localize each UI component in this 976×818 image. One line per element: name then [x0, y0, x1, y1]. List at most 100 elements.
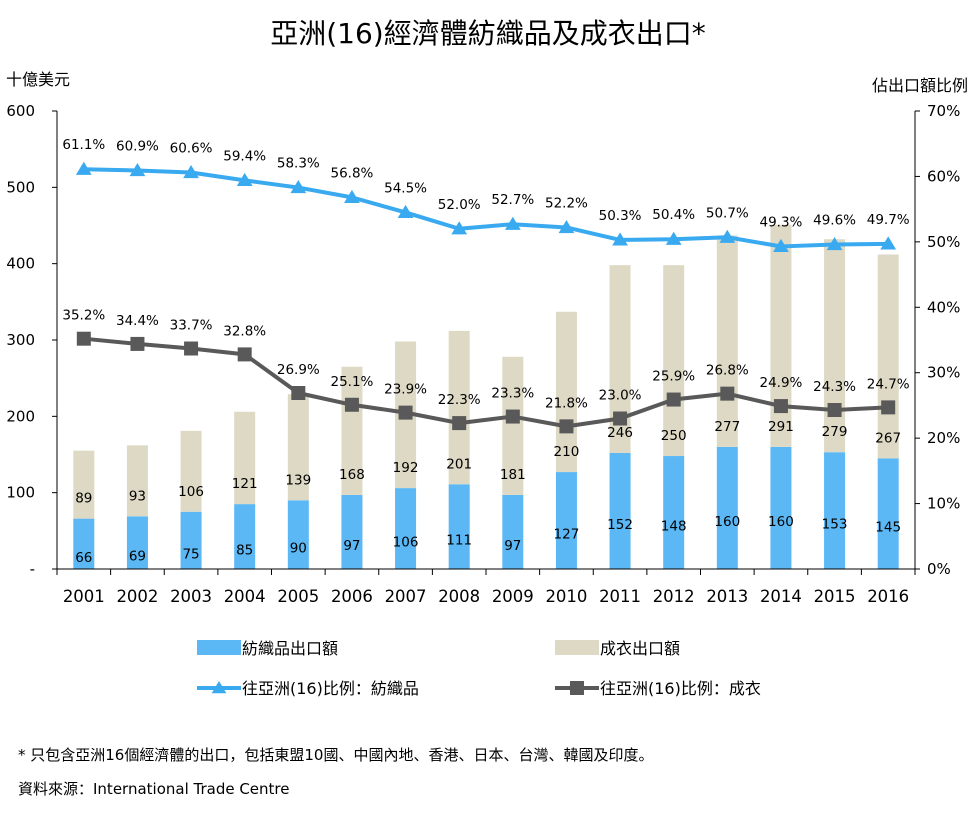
label-garment-share: 26.8%: [706, 363, 749, 379]
x-tick-label: 2016: [867, 587, 909, 606]
marker-textile-2004: [236, 172, 253, 186]
label-textile-value: 145: [875, 520, 901, 536]
marker-garment-2001: [76, 331, 91, 346]
label-textile-value: 66: [75, 550, 92, 566]
marker-garment-2004: [237, 347, 252, 362]
marker-textile-2015: [826, 236, 843, 251]
marker-garment-2002: [130, 336, 145, 351]
label-textile-value: 111: [446, 533, 472, 549]
right-tick-label: 60%: [927, 167, 960, 185]
left-tick-label: -: [30, 560, 35, 578]
label-garment-value: 250: [661, 428, 687, 444]
label-garment-value: 246: [607, 425, 633, 441]
chart-title: 亞洲(16)經濟體紡織品及成衣出口*: [270, 17, 706, 50]
label-garment-share: 25.1%: [330, 374, 373, 390]
footnote: * 只包含亞洲16個經濟體的出口，包括東盟10國、中國內地、香港、日本、台灣、韓…: [18, 746, 654, 764]
label-textile-share: 60.9%: [116, 139, 159, 155]
left-axis-unit: 十億美元: [6, 70, 71, 89]
x-tick-label: 2007: [385, 587, 427, 606]
bar-textile-2013: [716, 446, 738, 569]
label-textile-value: 153: [822, 517, 848, 533]
bar-garment-2013: [716, 235, 738, 447]
marker-garment-2014: [773, 399, 788, 414]
label-textile-share: 50.3%: [599, 208, 642, 224]
bar-textile-2009: [502, 494, 524, 569]
marker-garment-2007: [398, 405, 413, 420]
marker-garment-2008: [452, 416, 467, 431]
line-garment-share: [83, 336, 889, 429]
label-garment-value: 121: [232, 476, 258, 492]
bar-textile-2008: [448, 484, 470, 569]
bar-garment-2001: [73, 450, 95, 519]
left-tick-label: 200: [6, 407, 35, 425]
label-textile-value: 75: [182, 546, 199, 562]
label-garment-share: 24.7%: [867, 376, 910, 392]
label-garment-value: 89: [75, 491, 92, 507]
label-textile-share: 50.4%: [652, 207, 695, 223]
legend-triangle-marker: [211, 681, 227, 694]
marker-textile-2011: [612, 232, 628, 246]
source-note: 資料來源：International Trade Centre: [18, 780, 290, 798]
label-garment-share: 33.7%: [170, 318, 213, 334]
label-textile-value: 152: [607, 517, 633, 533]
bar-garment-2004: [234, 411, 256, 505]
bar-textile-2011: [609, 452, 631, 569]
left-tick-label: 600: [6, 102, 35, 120]
bar-garment-2011: [609, 265, 631, 453]
bar-garment-2009: [502, 356, 524, 495]
left-tick-label: 100: [6, 484, 35, 502]
label-textile-value: 85: [236, 543, 253, 559]
label-textile-value: 160: [768, 514, 794, 530]
bar-garment-2012: [663, 265, 685, 457]
label-textile-value: 127: [554, 527, 580, 543]
marker-textile-2007: [397, 204, 414, 219]
line-layer: [75, 161, 897, 434]
label-garment-value: 168: [339, 467, 365, 483]
bar-layer: [73, 224, 899, 569]
label-garment-value: 93: [129, 488, 146, 504]
bar-garment-2002: [126, 445, 148, 517]
label-textile-value: 160: [714, 514, 740, 530]
label-garment-share: 26.9%: [277, 362, 320, 378]
label-garment-share: 25.9%: [652, 369, 695, 385]
marker-textile-2009: [504, 216, 521, 230]
bar-textile-2001: [73, 518, 95, 569]
right-axis-unit: 佔出口額比例: [871, 76, 968, 95]
bar-textile-2015: [824, 452, 846, 569]
label-textile-share: 61.1%: [62, 137, 105, 153]
bar-textile-2002: [126, 516, 148, 569]
label-garment-share: 21.8%: [545, 395, 588, 411]
marker-garment-2010: [559, 419, 574, 434]
label-garment-share: 35.2%: [62, 308, 105, 324]
legend-label: 往亞洲(16)比例：成衣: [600, 679, 761, 698]
label-textile-value: 69: [129, 549, 146, 565]
right-tick-label: 0%: [927, 560, 951, 578]
marker-textile-2016: [880, 236, 897, 250]
bar-garment-2015: [824, 239, 846, 453]
marker-textile-2001: [75, 161, 92, 175]
bar-garment-2008: [448, 330, 470, 485]
label-garment-value: 291: [768, 419, 794, 435]
legend-label: 紡織品出口額: [242, 639, 338, 658]
bar-textile-2016: [877, 458, 899, 569]
x-tick-label: 2008: [438, 587, 480, 606]
label-garment-value: 201: [446, 456, 472, 472]
bar-garment-2016: [877, 254, 899, 459]
bar-garment-2005: [287, 394, 309, 501]
marker-textile-2008: [451, 221, 468, 235]
label-garment-share: 23.3%: [491, 386, 534, 402]
marker-textile-2005: [290, 180, 307, 194]
marker-garment-2009: [505, 409, 520, 424]
label-garment-share: 23.0%: [599, 388, 642, 404]
label-textile-share: 54.5%: [384, 180, 427, 196]
x-tick-label: 2005: [277, 587, 319, 606]
line-textile-share: [83, 167, 889, 249]
marker-garment-2006: [344, 397, 359, 412]
label-garment-value: 106: [178, 484, 204, 500]
bar-textile-2012: [663, 456, 685, 569]
label-textile-share: 52.2%: [545, 195, 588, 211]
label-garment-value: 279: [822, 424, 848, 440]
marker-garment-2005: [291, 385, 306, 400]
legend-square-marker: [570, 681, 584, 695]
label-garment-value: 192: [393, 460, 419, 476]
